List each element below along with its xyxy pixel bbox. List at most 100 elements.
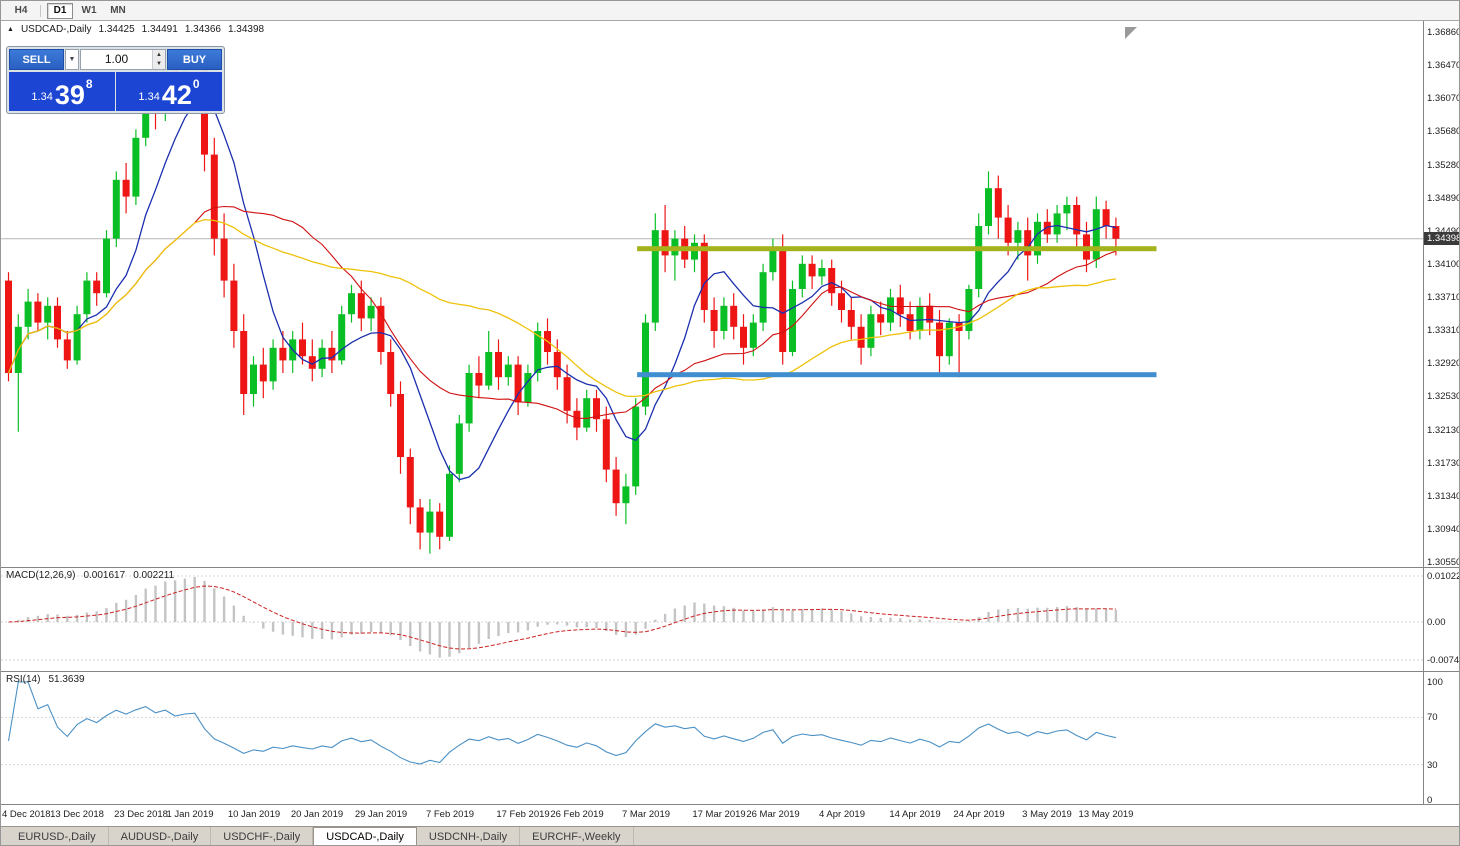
price-axis-label: 1.33310 xyxy=(1427,325,1460,337)
volume-input[interactable]: 1.00 ▲ ▼ xyxy=(80,49,166,70)
date-axis-label: 7 Feb 2019 xyxy=(425,809,475,820)
chart-symbol-label: USDCAD-,Daily xyxy=(20,24,92,35)
price-axis-label: 1.30550 xyxy=(1427,557,1460,567)
rsi-axis-label: 30 xyxy=(1427,760,1438,771)
tab-audusd-daily[interactable]: AUDUSD-,Daily xyxy=(109,827,212,845)
toolbar-separator xyxy=(40,4,41,17)
candles xyxy=(5,49,1120,554)
buy-price-prefix: 1.34 xyxy=(138,91,160,103)
volume-spinner: ▲ ▼ xyxy=(152,50,165,69)
tab-eurchf-weekly[interactable]: EURCHF-,Weekly xyxy=(520,827,634,845)
price-axis-label: 1.34100 xyxy=(1427,258,1460,270)
date-axis-label: 23 Dec 2018 xyxy=(114,809,168,820)
ohlc-open-value: 1.34425 xyxy=(98,24,135,35)
price-axis-label: 1.36470 xyxy=(1427,60,1460,72)
price-axis-label: 1.34490 xyxy=(1427,226,1459,237)
ma-slow-yellow-line xyxy=(7,218,1117,398)
price-axis-label: 1.32130 xyxy=(1427,424,1460,436)
current-price-badge: 1.34398 xyxy=(1424,231,1459,245)
ohlc-high-value: 1.34491 xyxy=(141,24,178,35)
ohlc-close-value: 1.34398 xyxy=(227,24,265,35)
rsi-label: RSI(14) 51.3639 xyxy=(6,674,85,685)
pane-separator[interactable] xyxy=(1,671,1459,672)
price-axis-label: 1.30940 xyxy=(1427,523,1460,535)
macd-axis-label: 0.00 xyxy=(1427,617,1446,628)
rsi-axis[interactable]: 100 70 30 0 xyxy=(1423,672,1459,804)
price-axis-label: 1.36860 xyxy=(1427,27,1460,38)
pane-separator[interactable] xyxy=(1,567,1459,568)
macd-signal-line xyxy=(8,585,1116,650)
pane-separator[interactable] xyxy=(1,804,1459,805)
date-axis-label: 7 Mar 2019 xyxy=(621,809,671,820)
tab-usdchf-daily[interactable]: USDCHF-,Daily xyxy=(211,827,314,845)
volume-value: 1.00 xyxy=(104,52,129,66)
sell-price-point: 8 xyxy=(85,77,93,91)
date-axis-label: 4 Apr 2019 xyxy=(819,809,865,820)
date-axis-label: 26 Mar 2019 xyxy=(746,809,800,820)
price-axis-label: 1.34890 xyxy=(1427,192,1460,204)
volume-up-button[interactable]: ▲ xyxy=(153,50,165,60)
sell-price-display[interactable]: 1.34 39 8 xyxy=(9,72,115,111)
timeframe-w1-button[interactable]: W1 xyxy=(76,3,102,19)
date-axis-label: 20 Jan 2019 xyxy=(290,809,344,820)
rsi-plot[interactable] xyxy=(1,672,1423,804)
one-click-trading-panel: SELL ▼ 1.00 ▲ ▼ BUY 1.34 39 8 xyxy=(6,46,225,114)
price-axis-label: 1.36070 xyxy=(1427,93,1460,105)
date-axis-label: 17 Mar 2019 xyxy=(692,809,746,820)
chart-tabbar: EURUSD-,Daily AUDUSD-,Daily USDCHF-,Dail… xyxy=(1,826,1459,845)
macd-axis-label: -0.007477 xyxy=(1427,655,1460,666)
tab-usdcnh-daily[interactable]: USDCNH-,Daily xyxy=(417,827,521,845)
macd-label: MACD(12,26,9) 0.001617 0.002211 xyxy=(6,570,174,581)
macd-signal-value: 0.002211 xyxy=(133,570,175,581)
macd-histogram xyxy=(17,577,1118,658)
price-axis[interactable]: 1.36860 1.36470 1.36070 1.35680 1.35280 1.348… xyxy=(1423,21,1460,567)
buy-price-display[interactable]: 1.34 42 0 xyxy=(116,72,222,111)
price-axis-label: 1.32920 xyxy=(1427,358,1460,370)
macd-axis-label: 0.010229 xyxy=(1427,571,1459,582)
date-axis-label: 4 Dec 2018 xyxy=(2,809,51,820)
volume-down-button[interactable]: ▼ xyxy=(153,59,165,69)
date-axis-label: 1 Jan 2019 xyxy=(166,809,214,820)
timeframe-mn-button[interactable]: MN xyxy=(105,3,131,19)
date-axis-label: 3 May 2019 xyxy=(1022,809,1072,820)
chart-title: ▲ USDCAD-,Daily 1.34425 1.34491 1.34366 … xyxy=(7,24,264,35)
sell-button[interactable]: SELL xyxy=(9,49,64,70)
macd-axis[interactable]: 0.010229 0.00 -0.007477 xyxy=(1423,568,1460,671)
buy-price-point: 0 xyxy=(192,77,200,91)
ma-fast-blue-line xyxy=(7,96,1117,481)
date-axis-label: 17 Feb 2019 xyxy=(496,809,550,820)
tab-usdcad-daily[interactable]: USDCAD-,Daily xyxy=(313,827,417,845)
timeframe-toolbar: H4 D1 W1 MN xyxy=(1,1,1459,21)
rsi-axis-label: 70 xyxy=(1427,712,1438,723)
date-axis-label: 14 Apr 2019 xyxy=(889,809,941,820)
price-axis-label: 1.35280 xyxy=(1427,159,1460,171)
shift-end-marker-icon xyxy=(1125,27,1137,39)
timeframe-d1-button[interactable]: D1 xyxy=(47,2,73,19)
date-axis[interactable]: 4 Dec 2018 13 Dec 2018 23 Dec 2018 1 Jan 20… xyxy=(1,805,1459,826)
sell-price-pips: 39 xyxy=(54,80,85,111)
macd-plot[interactable] xyxy=(1,568,1423,671)
date-axis-label: 10 Jan 2019 xyxy=(227,809,281,820)
date-axis-label: 26 Feb 2019 xyxy=(550,809,604,820)
ma-mid-red-line xyxy=(7,205,1117,419)
price-axis-label: 1.31340 xyxy=(1427,490,1460,502)
rsi-pane: RSI(14) 51.3639 100 70 30 0 xyxy=(1,672,1459,804)
price-chart-pane: ▲ USDCAD-,Daily 1.34425 1.34491 1.34366 … xyxy=(1,21,1460,567)
price-axis-label: 1.31730 xyxy=(1427,457,1460,469)
support-line-blue xyxy=(637,372,1157,378)
tab-eurusd-daily[interactable]: EURUSD-,Daily xyxy=(6,827,109,845)
buy-button[interactable]: BUY xyxy=(167,49,222,70)
price-axis-label: 1.35680 xyxy=(1427,126,1460,138)
chevron-down-icon: ▼ xyxy=(68,56,76,63)
macd-main-value: 0.001617 xyxy=(83,570,126,581)
price-axis-label: 1.33710 xyxy=(1427,292,1460,303)
buy-price-pips: 42 xyxy=(161,80,192,111)
rsi-line xyxy=(7,681,1117,765)
date-axis-label: 13 May 2019 xyxy=(1078,809,1134,820)
timeframe-h4-button[interactable]: H4 xyxy=(8,3,34,19)
rsi-axis-label: 0 xyxy=(1427,795,1433,804)
rsi-value: 51.3639 xyxy=(48,674,85,685)
rsi-axis-label: 100 xyxy=(1427,677,1443,688)
volume-dropdown-button[interactable]: ▼ xyxy=(65,49,79,70)
